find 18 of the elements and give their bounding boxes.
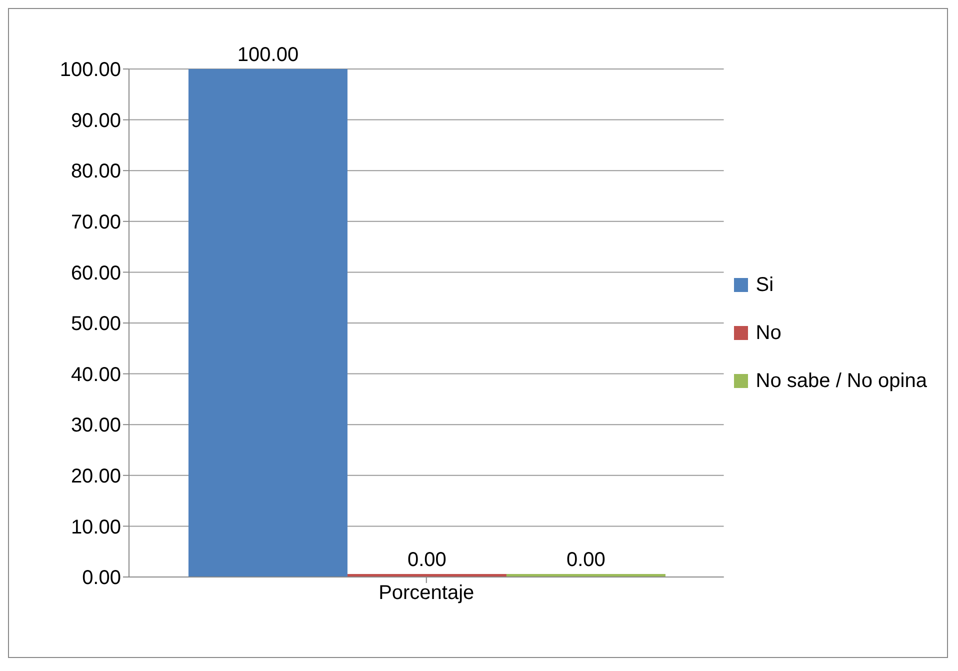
y-tick-label: 30.00 bbox=[70, 414, 121, 437]
legend-label: No bbox=[756, 322, 782, 344]
y-tick-label: 50.00 bbox=[70, 313, 121, 336]
y-tick-label: 90.00 bbox=[70, 110, 121, 132]
data-label: 100.00 bbox=[237, 44, 299, 66]
y-tick-label: 20.00 bbox=[70, 466, 121, 488]
data-label: 0.00 bbox=[408, 549, 446, 571]
y-tick-label: 80.00 bbox=[70, 160, 121, 183]
legend-label: No sabe / No opina bbox=[756, 370, 927, 392]
y-tick-label: 70.00 bbox=[70, 212, 121, 234]
y-tick-label: 60.00 bbox=[70, 262, 121, 284]
x-tick-label: Porcentaje bbox=[378, 582, 474, 604]
y-tick-label: 0.00 bbox=[82, 567, 121, 590]
y-tick-label: 40.00 bbox=[70, 364, 121, 386]
y-tick-label: 10.00 bbox=[70, 516, 121, 538]
y-tick-label: 100.00 bbox=[60, 59, 121, 82]
data-label: 0.00 bbox=[566, 549, 606, 571]
legend-label: Si bbox=[756, 274, 774, 296]
